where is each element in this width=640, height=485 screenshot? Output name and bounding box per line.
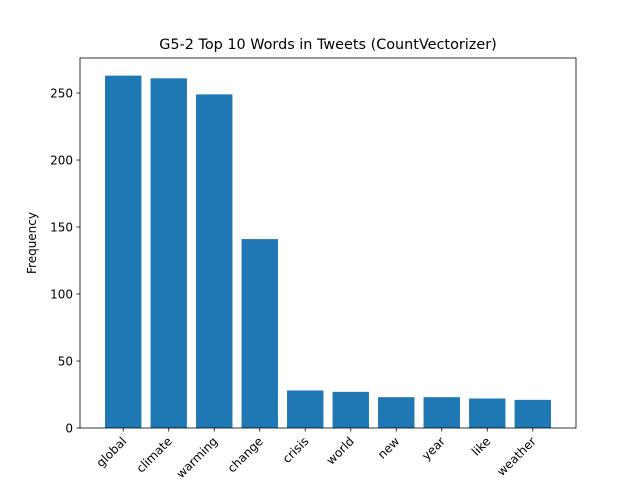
bar-world: [332, 391, 369, 428]
y-axis: 0 50 100 150 200 250: [50, 87, 80, 436]
x-tick-label-year: year: [419, 434, 448, 463]
x-tick-label-weather: weather: [494, 434, 539, 479]
bar-year: [423, 397, 460, 428]
bar-warming: [196, 94, 233, 429]
bar-change: [241, 239, 278, 428]
x-tick-label-world: world: [324, 434, 357, 467]
x-tick-label-warming: warming: [174, 434, 221, 480]
plot-frame: [79, 57, 577, 429]
y-axis-label: Frequency: [25, 212, 39, 274]
y-tick-label: 150: [50, 221, 73, 235]
y-tick-label: 250: [50, 87, 73, 101]
y-tick-label: 200: [50, 154, 73, 168]
y-tick-label: 100: [50, 288, 73, 302]
x-tick-label-new: new: [375, 434, 403, 462]
chart-title: G5-2 Top 10 Words in Tweets (CountVector…: [159, 37, 496, 53]
y-tick-label: 0: [65, 422, 73, 436]
bar-like: [469, 398, 506, 428]
x-tick-label-change: change: [225, 434, 266, 475]
bar-crisis: [287, 390, 324, 428]
bar-weather: [514, 399, 551, 428]
bar-climate: [150, 78, 187, 428]
x-tick-label-crisis: crisis: [280, 434, 312, 466]
y-tick-label: 50: [58, 355, 73, 369]
x-tick-label-global: global: [94, 434, 130, 470]
x-tick-label-like: like: [469, 434, 493, 458]
bar-global: [105, 75, 142, 428]
bars-group: [105, 75, 551, 429]
bar-new: [378, 397, 415, 428]
x-tick-label-climate: climate: [134, 434, 175, 475]
